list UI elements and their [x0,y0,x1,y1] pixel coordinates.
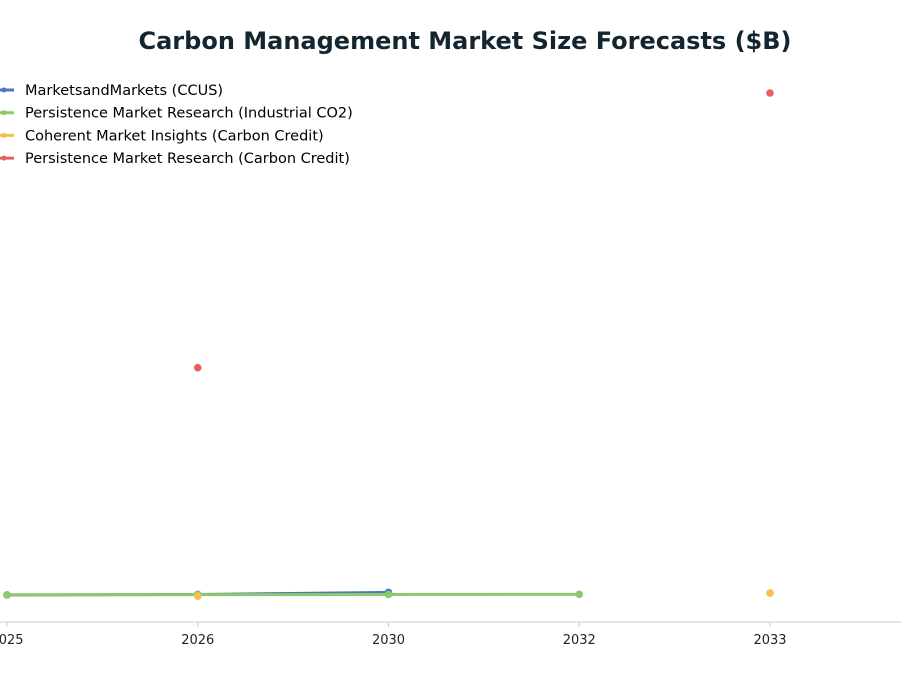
legend-item: MarketsandMarkets (CCUS) [0,83,223,99]
legend-marker [1,132,7,138]
legend-item: Coherent Market Insights (Carbon Credit) [0,128,324,144]
data-point [193,363,202,372]
data-point [384,590,393,599]
x-axis-ticks: 2025 2026 2030 2032 2033 [0,622,787,648]
x-tick-label: 2033 [753,633,786,648]
data-point [766,89,774,97]
data-point [3,590,11,599]
data-point [766,589,774,597]
data-point [575,590,584,599]
x-tick-label: 2025 [0,633,24,648]
legend-label: Coherent Market Insights (Carbon Credit) [25,128,324,144]
legend-marker [1,155,7,161]
series [3,590,584,599]
legend-marker [1,110,7,116]
chart-title: Carbon Management Market Size Forecasts … [139,27,792,55]
legend-item: Persistence Market Research (Industrial … [0,106,353,122]
legend-marker [1,87,7,93]
legend-label: Persistence Market Research (Industrial … [25,106,353,122]
x-tick-label: 2030 [372,633,405,648]
x-tick-label: 2026 [181,633,214,648]
legend: MarketsandMarkets (CCUS) Persistence Mark… [0,83,353,167]
series [193,89,774,372]
legend-label: MarketsandMarkets (CCUS) [25,83,223,99]
series [193,589,774,601]
plot-area [3,89,774,601]
x-tick-label: 2032 [563,633,596,648]
legend-item: Persistence Market Research (Carbon Cred… [0,151,350,167]
data-point [193,592,202,601]
legend-label: Persistence Market Research (Carbon Cred… [25,151,350,167]
